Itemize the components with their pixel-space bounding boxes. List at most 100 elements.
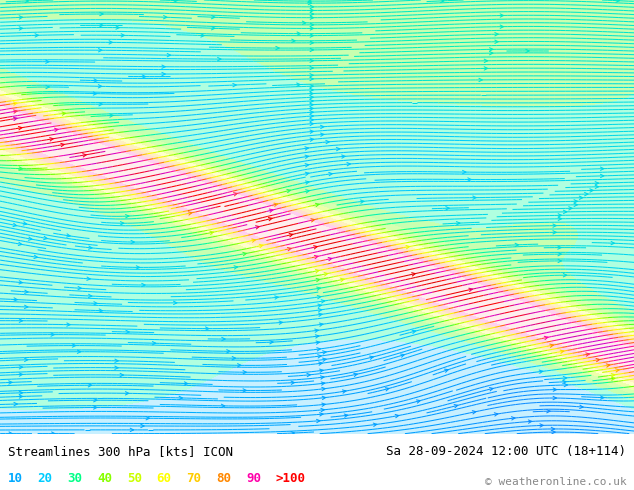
FancyArrowPatch shape: [310, 138, 314, 141]
FancyArrowPatch shape: [310, 74, 313, 77]
FancyArrowPatch shape: [44, 236, 47, 240]
FancyArrowPatch shape: [126, 330, 129, 334]
FancyArrowPatch shape: [317, 287, 320, 290]
FancyArrowPatch shape: [321, 408, 325, 412]
FancyArrowPatch shape: [99, 102, 102, 106]
FancyArrowPatch shape: [232, 357, 235, 360]
FancyArrowPatch shape: [35, 34, 39, 37]
FancyArrowPatch shape: [310, 88, 313, 92]
FancyArrowPatch shape: [98, 85, 101, 88]
FancyArrowPatch shape: [94, 398, 97, 402]
FancyArrowPatch shape: [89, 294, 92, 297]
FancyArrowPatch shape: [287, 247, 291, 251]
FancyArrowPatch shape: [586, 353, 590, 356]
FancyArrowPatch shape: [274, 203, 278, 206]
FancyArrowPatch shape: [201, 34, 204, 37]
FancyArrowPatch shape: [116, 26, 119, 29]
FancyArrowPatch shape: [320, 376, 324, 379]
FancyArrowPatch shape: [373, 423, 377, 426]
FancyArrowPatch shape: [217, 57, 221, 61]
FancyArrowPatch shape: [19, 395, 23, 398]
FancyArrowPatch shape: [545, 336, 548, 340]
FancyArrowPatch shape: [9, 432, 12, 435]
FancyArrowPatch shape: [558, 246, 561, 249]
FancyArrowPatch shape: [268, 218, 272, 221]
Text: 80: 80: [216, 472, 231, 486]
FancyArrowPatch shape: [174, 301, 177, 304]
FancyArrowPatch shape: [291, 381, 295, 385]
FancyArrowPatch shape: [256, 226, 259, 229]
FancyArrowPatch shape: [321, 382, 325, 385]
FancyArrowPatch shape: [595, 185, 598, 189]
FancyArrowPatch shape: [314, 245, 317, 249]
FancyArrowPatch shape: [212, 26, 215, 30]
FancyArrowPatch shape: [23, 222, 27, 225]
FancyArrowPatch shape: [269, 209, 273, 212]
FancyArrowPatch shape: [316, 341, 320, 344]
FancyArrowPatch shape: [314, 329, 318, 332]
FancyArrowPatch shape: [19, 167, 23, 170]
FancyArrowPatch shape: [18, 126, 22, 130]
Text: Streamlines 300 hPa [kts] ICON: Streamlines 300 hPa [kts] ICON: [8, 445, 233, 458]
FancyArrowPatch shape: [93, 92, 96, 95]
FancyArrowPatch shape: [484, 59, 488, 63]
FancyArrowPatch shape: [395, 415, 399, 418]
FancyArrowPatch shape: [563, 376, 567, 380]
FancyArrowPatch shape: [321, 388, 325, 391]
FancyArrowPatch shape: [547, 410, 550, 413]
FancyArrowPatch shape: [611, 377, 615, 380]
FancyArrowPatch shape: [94, 302, 97, 305]
FancyArrowPatch shape: [18, 242, 22, 245]
FancyArrowPatch shape: [222, 338, 225, 341]
Text: 60: 60: [157, 472, 172, 486]
FancyArrowPatch shape: [233, 193, 237, 196]
FancyArrowPatch shape: [320, 369, 323, 372]
FancyArrowPatch shape: [322, 396, 326, 399]
FancyArrowPatch shape: [370, 356, 373, 359]
Text: 70: 70: [186, 472, 202, 486]
FancyArrowPatch shape: [19, 319, 23, 322]
FancyArrowPatch shape: [489, 51, 493, 55]
FancyArrowPatch shape: [579, 405, 583, 409]
FancyArrowPatch shape: [94, 79, 97, 82]
FancyArrowPatch shape: [558, 259, 561, 263]
FancyArrowPatch shape: [318, 309, 321, 312]
FancyArrowPatch shape: [238, 364, 241, 367]
FancyArrowPatch shape: [46, 85, 49, 89]
FancyArrowPatch shape: [130, 428, 134, 432]
FancyArrowPatch shape: [29, 237, 32, 240]
FancyArrowPatch shape: [411, 273, 415, 276]
FancyArrowPatch shape: [323, 351, 326, 354]
FancyArrowPatch shape: [62, 112, 65, 115]
FancyArrowPatch shape: [590, 189, 593, 192]
FancyArrowPatch shape: [569, 207, 572, 210]
FancyArrowPatch shape: [82, 154, 86, 157]
FancyArrowPatch shape: [323, 358, 326, 361]
FancyArrowPatch shape: [310, 107, 313, 110]
FancyArrowPatch shape: [46, 60, 49, 63]
FancyArrowPatch shape: [310, 77, 313, 80]
FancyArrowPatch shape: [25, 358, 28, 362]
FancyArrowPatch shape: [259, 245, 263, 247]
FancyArrowPatch shape: [401, 354, 404, 357]
FancyArrowPatch shape: [184, 382, 188, 385]
Text: 20: 20: [37, 472, 53, 486]
FancyArrowPatch shape: [276, 47, 279, 49]
FancyArrowPatch shape: [446, 207, 450, 210]
FancyArrowPatch shape: [606, 364, 610, 367]
FancyArrowPatch shape: [329, 172, 332, 176]
FancyArrowPatch shape: [550, 344, 553, 347]
FancyArrowPatch shape: [89, 246, 92, 249]
Text: >100: >100: [276, 472, 306, 486]
FancyArrowPatch shape: [179, 396, 183, 399]
Text: Sa 28-09-2024 12:00 UTC (18+114): Sa 28-09-2024 12:00 UTC (18+114): [386, 445, 626, 458]
FancyArrowPatch shape: [611, 373, 615, 377]
FancyArrowPatch shape: [279, 321, 283, 324]
FancyArrowPatch shape: [500, 14, 503, 17]
FancyArrowPatch shape: [495, 413, 498, 416]
FancyArrowPatch shape: [205, 327, 209, 330]
FancyArrowPatch shape: [49, 138, 53, 141]
FancyArrowPatch shape: [55, 128, 58, 131]
FancyArrowPatch shape: [110, 114, 113, 117]
FancyArrowPatch shape: [317, 348, 320, 351]
